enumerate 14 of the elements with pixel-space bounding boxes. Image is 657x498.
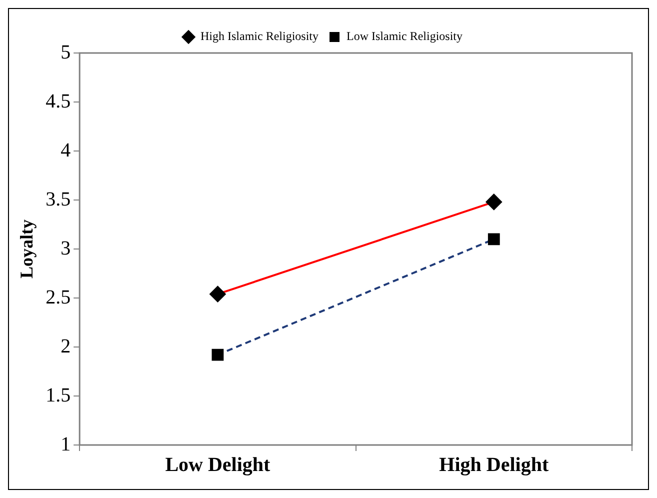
y-tick-label: 1 xyxy=(60,433,71,456)
legend-label: Low Islamic Religiosity xyxy=(346,29,462,44)
y-tick-label: 5 xyxy=(60,41,71,64)
y-tick-label: 4.5 xyxy=(46,90,71,112)
y-tick-label: 2 xyxy=(60,335,71,358)
y-tick-label: 3 xyxy=(60,237,71,260)
x-tick-label: Low Delight xyxy=(165,454,271,476)
y-tick-label: 3.5 xyxy=(46,188,71,210)
legend-label: High Islamic Religiosity xyxy=(200,29,319,44)
y-tick-label: 2.5 xyxy=(46,286,71,308)
y-axis-title: Loyalty xyxy=(16,219,36,279)
y-tick-label: 4 xyxy=(60,139,71,162)
y-tick-label: 1.5 xyxy=(46,384,71,406)
x-tick-label: High Delight xyxy=(439,454,549,476)
